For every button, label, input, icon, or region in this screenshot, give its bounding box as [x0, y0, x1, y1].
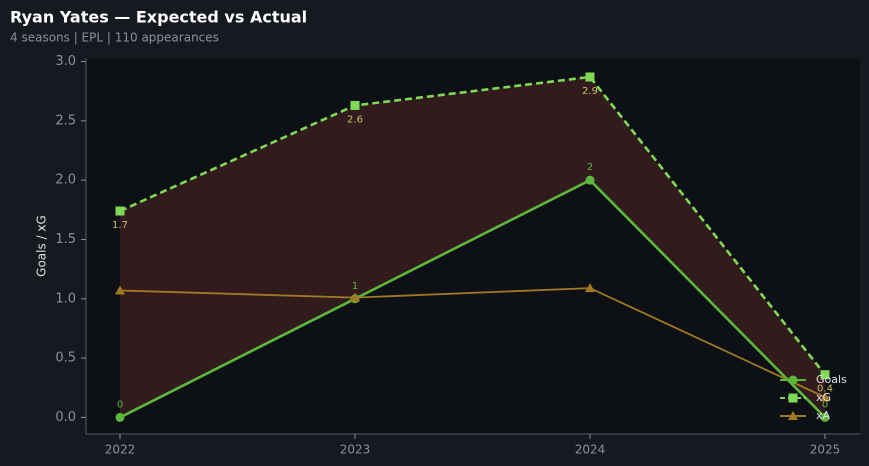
data-label: 0	[117, 399, 123, 410]
data-label: 2.6	[347, 114, 363, 125]
series-line	[119, 75, 827, 376]
chart-subtitle: 4 seasons | EPL | 110 appearances	[10, 31, 219, 45]
data-label: 2	[587, 162, 593, 173]
series-line	[119, 287, 826, 399]
point	[115, 206, 125, 216]
x-tick-label: 2025	[810, 443, 841, 457]
legend-label: xA	[816, 409, 831, 422]
legend-label: xG	[816, 391, 831, 404]
chart-title: Ryan Yates — Expected vs Actual	[10, 8, 307, 27]
data-label: 1	[352, 281, 358, 292]
point	[115, 412, 125, 422]
data-label: 2.9	[582, 86, 598, 97]
point	[350, 100, 360, 110]
data-label: 1.7	[112, 220, 128, 231]
point	[585, 283, 595, 293]
x-tick-label: 2024	[575, 443, 606, 457]
y-tick-label: 0.0	[55, 410, 76, 425]
point	[788, 411, 798, 420]
y-tick-label: 3.0	[55, 54, 76, 69]
y-tick-label: 1.0	[55, 291, 76, 306]
point	[788, 393, 798, 403]
point	[350, 292, 360, 302]
series-line	[119, 178, 826, 419]
point	[820, 370, 830, 380]
point	[820, 412, 830, 422]
y-axis-label: Goals / xG	[35, 215, 49, 277]
fill-between	[120, 76, 825, 418]
y-tick-label: 1.5	[55, 232, 76, 247]
data-label: 0.4	[817, 384, 833, 395]
point	[585, 72, 595, 82]
point	[115, 285, 125, 295]
x-tick-label: 2023	[340, 443, 371, 457]
data-label: 0	[822, 399, 828, 410]
point	[585, 175, 595, 185]
point	[788, 375, 798, 385]
legend-label: Goals	[816, 373, 847, 386]
y-tick-label: 2.5	[55, 113, 76, 128]
point	[820, 392, 830, 402]
y-tick-label: 0.5	[55, 351, 76, 366]
y-tick-label: 2.0	[55, 173, 76, 188]
x-tick-label: 2022	[105, 443, 136, 457]
